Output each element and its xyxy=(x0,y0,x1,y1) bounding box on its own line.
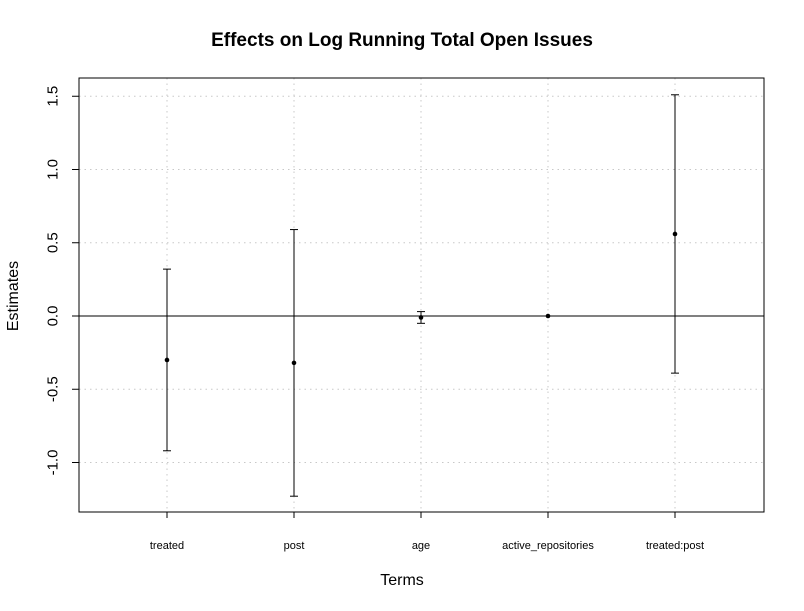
y-tick-label: 1.0 xyxy=(45,159,62,180)
y-tick-label: 0.0 xyxy=(45,306,62,327)
x-tick-label: treated:post xyxy=(646,540,704,552)
x-tick-label: treated xyxy=(150,540,184,552)
y-tick-label: 1.5 xyxy=(45,86,62,107)
y-tick-label: 0.5 xyxy=(45,232,62,253)
y-tick-label: -1.0 xyxy=(45,450,62,476)
estimate-point xyxy=(291,360,297,366)
estimate-point xyxy=(672,231,678,237)
x-tick-label: active_repositories xyxy=(502,540,594,552)
chart-title: Effects on Log Running Total Open Issues xyxy=(211,30,593,51)
x-tick-label: post xyxy=(284,540,305,552)
x-axis-label: Terms xyxy=(380,572,424,589)
estimate-point xyxy=(418,315,424,320)
y-tick-label: -0.5 xyxy=(45,376,62,402)
estimate-point xyxy=(164,357,170,363)
x-tick-label: age xyxy=(412,540,430,552)
estimate-point xyxy=(545,313,551,319)
